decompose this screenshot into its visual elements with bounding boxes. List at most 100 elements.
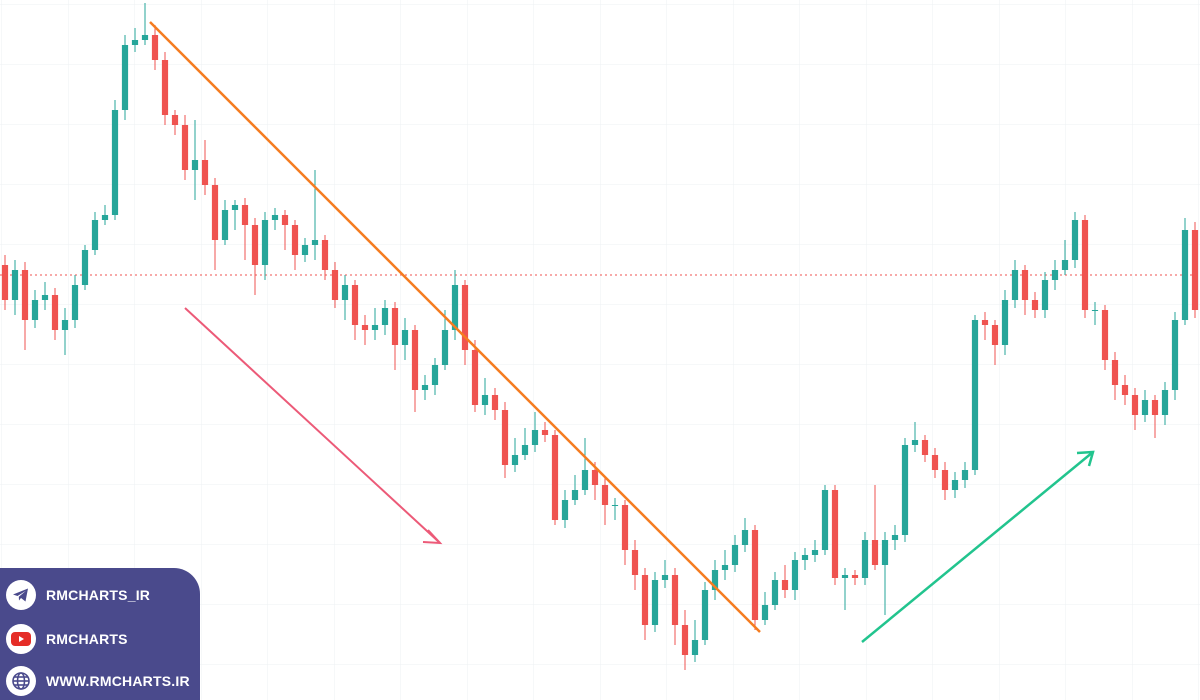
candle-body bbox=[1171, 320, 1179, 390]
candle-body bbox=[41, 295, 49, 300]
candle-body bbox=[931, 455, 939, 470]
candle-body bbox=[451, 285, 459, 330]
candle-body bbox=[261, 220, 269, 265]
candle-body bbox=[1011, 270, 1019, 300]
candle-body bbox=[131, 40, 139, 45]
candle-body bbox=[681, 625, 689, 655]
candle-body bbox=[181, 125, 189, 170]
candle-body bbox=[701, 590, 709, 640]
social-row: RMCHARTS_IR bbox=[6, 580, 150, 610]
candle-body bbox=[71, 285, 79, 320]
candle-body bbox=[841, 575, 849, 578]
candle-body bbox=[1001, 300, 1009, 345]
social-label[interactable]: RMCHARTS_IR bbox=[46, 587, 151, 603]
candle-body bbox=[391, 308, 399, 345]
candle-body bbox=[141, 35, 149, 40]
candle-body bbox=[51, 295, 59, 330]
social-label[interactable]: RMCHARTS bbox=[46, 631, 128, 647]
candle-body bbox=[1051, 270, 1059, 280]
candle-body bbox=[311, 240, 319, 245]
candle-body bbox=[961, 470, 969, 480]
candle-body bbox=[791, 560, 799, 590]
candle-body bbox=[781, 580, 789, 590]
candle-body bbox=[891, 535, 899, 540]
candle-body bbox=[101, 215, 109, 220]
candle-body bbox=[521, 445, 529, 455]
candle-body bbox=[1071, 220, 1079, 260]
candle-body bbox=[211, 185, 219, 240]
candle-body bbox=[941, 470, 949, 490]
candle-body bbox=[221, 210, 229, 240]
candle-body bbox=[1061, 260, 1069, 270]
candle-body bbox=[641, 575, 649, 625]
candle-body bbox=[901, 445, 909, 535]
candle-body bbox=[1131, 395, 1139, 415]
candle-body bbox=[291, 225, 299, 255]
candle-body bbox=[671, 575, 679, 625]
candle-body bbox=[951, 480, 959, 490]
candle-body bbox=[341, 285, 349, 300]
candle-body bbox=[231, 205, 239, 210]
candle-body bbox=[831, 490, 839, 578]
candle-body bbox=[481, 395, 489, 405]
candle-body bbox=[351, 285, 359, 325]
candle-body bbox=[441, 330, 449, 365]
youtube-icon bbox=[6, 624, 36, 654]
candle-body bbox=[171, 115, 179, 125]
candle-body bbox=[151, 35, 159, 60]
candle-body bbox=[1151, 400, 1159, 415]
candle-body bbox=[861, 540, 869, 578]
candle-body bbox=[661, 575, 669, 580]
candle-body bbox=[621, 505, 629, 550]
candle-body bbox=[591, 470, 599, 485]
candles bbox=[1, 3, 1199, 670]
candle-body bbox=[981, 320, 989, 325]
candle-body bbox=[1091, 310, 1099, 311]
candle-body bbox=[431, 365, 439, 385]
candle-body bbox=[321, 240, 329, 270]
candle-body bbox=[1, 265, 9, 300]
candle-body bbox=[81, 250, 89, 285]
candle-body bbox=[1121, 385, 1129, 395]
candle-body bbox=[531, 430, 539, 445]
candle-body bbox=[61, 320, 69, 330]
candle-body bbox=[991, 325, 999, 345]
social-row: WWW.RMCHARTS.IR bbox=[6, 666, 190, 696]
candle-body bbox=[371, 325, 379, 330]
candle-body bbox=[161, 60, 169, 115]
candle-body bbox=[611, 505, 619, 506]
candle-body bbox=[801, 555, 809, 560]
candle-body bbox=[751, 530, 759, 620]
candle-body bbox=[571, 490, 579, 500]
candle-body bbox=[631, 550, 639, 575]
candle-body bbox=[31, 300, 39, 320]
candle-body bbox=[971, 320, 979, 470]
candle-body bbox=[821, 490, 829, 550]
candle-body bbox=[561, 500, 569, 520]
candle-body bbox=[1141, 400, 1149, 415]
candle-body bbox=[1101, 310, 1109, 360]
social-row: RMCHARTS bbox=[6, 624, 128, 654]
candle-body bbox=[871, 540, 879, 565]
candle-body bbox=[251, 225, 259, 265]
candle-body bbox=[491, 395, 499, 410]
candle-body bbox=[761, 605, 769, 620]
candle-body bbox=[1021, 270, 1029, 300]
candle-body bbox=[271, 215, 279, 220]
candle-body bbox=[1191, 230, 1199, 310]
up-arrow bbox=[861, 450, 1095, 643]
candle-body bbox=[811, 550, 819, 555]
candle-body bbox=[501, 410, 509, 465]
candle-body bbox=[301, 245, 309, 255]
candle-body bbox=[711, 570, 719, 590]
candle-body bbox=[581, 470, 589, 490]
candle-body bbox=[241, 205, 249, 225]
down-arrow bbox=[184, 307, 443, 545]
candle-body bbox=[551, 435, 559, 520]
candle-body bbox=[191, 160, 199, 170]
candle-body bbox=[911, 440, 919, 445]
candle-body bbox=[121, 45, 129, 110]
social-label[interactable]: WWW.RMCHARTS.IR bbox=[46, 673, 190, 689]
